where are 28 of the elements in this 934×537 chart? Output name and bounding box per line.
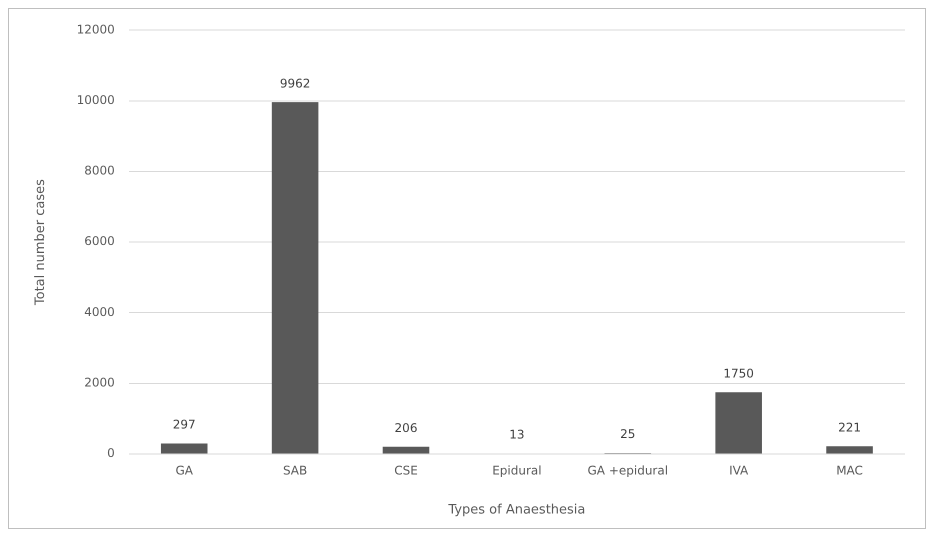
x-axis-title: Types of Anaesthesia [447,502,586,518]
data-label: 9962 [280,76,310,90]
x-tick-label: CSE [394,463,418,478]
bar [160,444,208,454]
data-label: 221 [838,420,862,434]
x-tick-label: IVA [729,463,750,478]
y-tick-label: 8000 [84,164,115,178]
y-tick-label: 6000 [84,234,115,248]
data-label: 297 [172,418,196,432]
y-tick-label: 2000 [84,375,115,390]
data-label: 25 [620,427,636,442]
y-tick-label: 0 [107,446,115,460]
data-label: 206 [394,420,418,435]
data-label: 13 [509,428,525,442]
data-label: 1750 [723,366,754,380]
x-tick-label: Epidural [492,463,542,478]
bar [826,446,873,454]
y-axis-title: Total number cases [33,178,48,306]
bar [272,102,318,454]
x-tick-label: GA +epidural [587,463,668,478]
x-tick-label: SAB [282,463,308,478]
bar [382,446,430,454]
bar [715,392,762,454]
y-tick-label: 12000 [76,22,115,36]
x-tick-label: MAC [836,463,863,478]
y-tick-label: 10000 [76,92,115,107]
y-tick-label: 4000 [84,304,115,319]
x-tick-label: GA [175,463,194,478]
